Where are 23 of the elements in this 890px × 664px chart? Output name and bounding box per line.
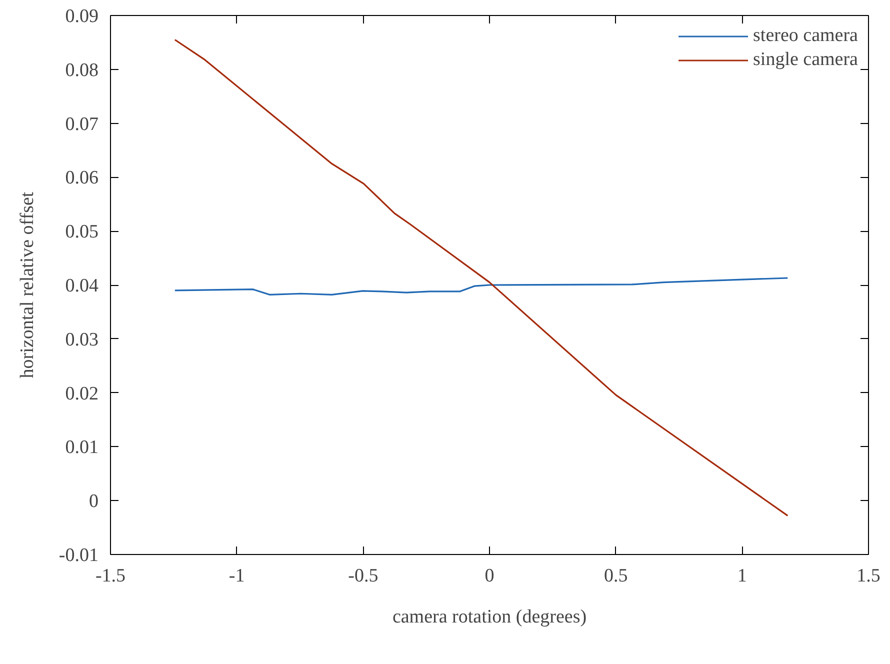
y-tick-label: 0.04	[65, 276, 99, 296]
y-tick-label: 0	[89, 491, 98, 512]
x-tick-label: -0.5	[348, 566, 378, 586]
x-tick-label: 1.5	[856, 566, 880, 586]
y-tick-label: 0.02	[65, 383, 98, 404]
x-tick-label: 1	[737, 566, 747, 586]
y-tick-label: 0.09	[65, 6, 98, 27]
y-tick-label: 0.05	[65, 222, 98, 243]
legend-label: single camera	[753, 49, 858, 71]
y-axis-title: horizontal relative offset	[16, 191, 38, 378]
y-tick-label: 0.03	[65, 329, 98, 350]
line-series	[174, 277, 788, 296]
x-tick-label: 0	[484, 566, 494, 586]
legend-label: stereo camera	[753, 25, 858, 47]
x-tick-label: -1.5	[95, 566, 126, 586]
x-axis-title: camera rotation (degrees)	[392, 606, 587, 628]
y-tick-label: 0.06	[65, 168, 98, 189]
y-tick-label: -0.01	[58, 545, 98, 566]
y-tick-label: 0.08	[65, 60, 98, 81]
y-tick-label: 0.07	[65, 114, 98, 135]
x-tick-label: 0.5	[604, 566, 628, 586]
x-tick-label: -1	[228, 566, 245, 586]
y-tick-label: 0.01	[65, 437, 98, 458]
